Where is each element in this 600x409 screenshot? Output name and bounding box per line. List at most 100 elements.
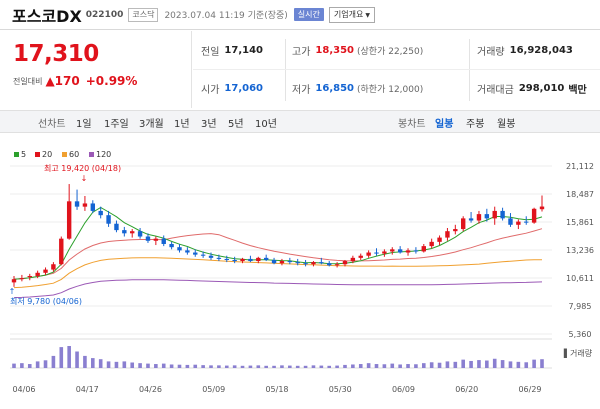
volume-bar	[303, 365, 308, 368]
volume-bar	[67, 346, 71, 368]
volume-bar	[240, 365, 245, 368]
candle-body	[492, 210, 497, 219]
down-arrow-icon: ↓	[81, 174, 88, 183]
stat-prev-label: 전일	[201, 47, 220, 58]
volume-bar	[461, 359, 465, 368]
y-tick-label: 7,985	[569, 302, 592, 311]
volume-bar	[524, 362, 529, 368]
x-tick-label: 04/06	[12, 385, 35, 394]
volume-bar	[532, 359, 536, 368]
volume-bar	[421, 363, 426, 368]
candle-body	[405, 250, 411, 253]
candle-body	[508, 218, 513, 225]
candle-monthly[interactable]: 월봉	[497, 119, 516, 130]
volume-bar	[272, 365, 276, 368]
candle-body	[153, 238, 159, 241]
volume-bar	[224, 365, 229, 368]
volume-bar	[516, 361, 521, 368]
period-10y[interactable]: 10년	[255, 119, 277, 130]
stat-upper-limit: (상한가 22,250)	[357, 47, 424, 57]
candle-body	[484, 214, 490, 219]
stat-prev-value: 17,140	[224, 45, 263, 56]
candle-body	[90, 203, 96, 211]
chart-toolbar: 선차트 1일 1주일 3개월 1년 3년 5년 10년 봉차트 일봉 주봉 월봉	[0, 110, 600, 133]
volume-bar	[27, 364, 32, 368]
timestamp: 2023.07.04 11:19 기준(장중)	[164, 11, 288, 21]
candle-body	[185, 250, 190, 253]
volume-bar	[83, 355, 87, 368]
candle-body	[216, 257, 222, 259]
volume-bar	[43, 360, 48, 368]
candle-body	[208, 255, 214, 258]
candle-daily[interactable]: 일봉	[435, 119, 454, 130]
candle-body	[74, 201, 80, 207]
candle-body	[350, 257, 356, 262]
stats-panel: 전일 17,140 고가 18,350 (상한가 22,250) 거래량 16,…	[193, 31, 600, 108]
candle-body	[287, 261, 293, 263]
x-tick-label: 05/09	[202, 385, 225, 394]
candle-body	[161, 238, 166, 244]
candle-body	[177, 247, 182, 251]
divider	[285, 39, 286, 101]
candle-body	[311, 262, 316, 265]
volume-bar	[217, 365, 221, 368]
up-arrow-icon: ↑	[9, 287, 16, 296]
candle-body	[27, 275, 32, 278]
y-tick-label: 10,611	[566, 274, 594, 283]
ma20-line	[13, 228, 543, 280]
legend-label: 60	[69, 150, 79, 159]
candle-body	[516, 221, 521, 225]
change-percent: +0.99%	[85, 74, 138, 88]
candle-body	[460, 218, 466, 230]
candle-body	[43, 269, 48, 273]
period-5y[interactable]: 5년	[228, 119, 244, 130]
market-badge: 코스닥	[128, 7, 159, 22]
y-tick-label: 18,487	[566, 190, 594, 199]
x-tick-label: 04/26	[139, 385, 162, 394]
low-annotation: 최저 9,780 (04/06)	[10, 296, 82, 306]
period-1d[interactable]: 1일	[76, 119, 92, 130]
stat-open: 시가 17,060	[201, 70, 263, 107]
company-overview-button[interactable]: 기업개요 ▼	[328, 6, 375, 23]
volume-bar	[485, 360, 489, 368]
period-1y[interactable]: 1년	[174, 119, 190, 130]
candle-body	[476, 214, 482, 221]
candle-body	[421, 246, 426, 252]
period-3m[interactable]: 3개월	[139, 119, 164, 130]
period-1w[interactable]: 1주일	[104, 119, 129, 130]
stat-high-value: 18,350	[315, 45, 354, 56]
candle-body	[232, 259, 237, 262]
change-amount: ▲170	[45, 74, 80, 88]
volume-bar	[169, 364, 174, 368]
legend-swatch	[89, 152, 94, 157]
candle-weekly[interactable]: 주봉	[466, 119, 485, 130]
stat-high: 고가 18,350 (상한가 22,250)	[292, 32, 423, 69]
candle-body	[11, 279, 17, 283]
company-overview-label: 기업개요	[333, 9, 364, 19]
volume-bar	[358, 364, 363, 368]
volume-bar	[437, 362, 442, 368]
price-chart[interactable]: 21,112 18,487 15,861 13,236 10,611 7,985 5,360…	[0, 134, 600, 409]
candle-body	[358, 255, 363, 258]
candle-body	[539, 206, 545, 210]
volume-bar	[177, 364, 182, 368]
candle-body	[524, 221, 529, 223]
legend-label: 20	[42, 150, 52, 159]
candle-body	[327, 263, 332, 266]
volume-bar	[201, 365, 205, 368]
price-change: 전일대비 ▲170 +0.99%	[13, 74, 191, 88]
period-3y[interactable]: 3년	[201, 119, 217, 130]
candle-body	[200, 254, 206, 256]
candle-body	[224, 258, 229, 260]
candle-body	[193, 252, 198, 255]
stat-lower-limit: (하한가 12,000)	[357, 85, 424, 95]
candle-body	[106, 215, 111, 224]
realtime-badge[interactable]: 실시간	[293, 8, 324, 21]
candle-body	[19, 278, 25, 280]
volume-bar	[469, 360, 473, 368]
volume-bar	[406, 364, 410, 368]
y-tick-label: 21,112	[566, 162, 594, 171]
candle-body	[295, 262, 300, 264]
candle-body	[500, 210, 505, 219]
divider	[193, 69, 600, 70]
